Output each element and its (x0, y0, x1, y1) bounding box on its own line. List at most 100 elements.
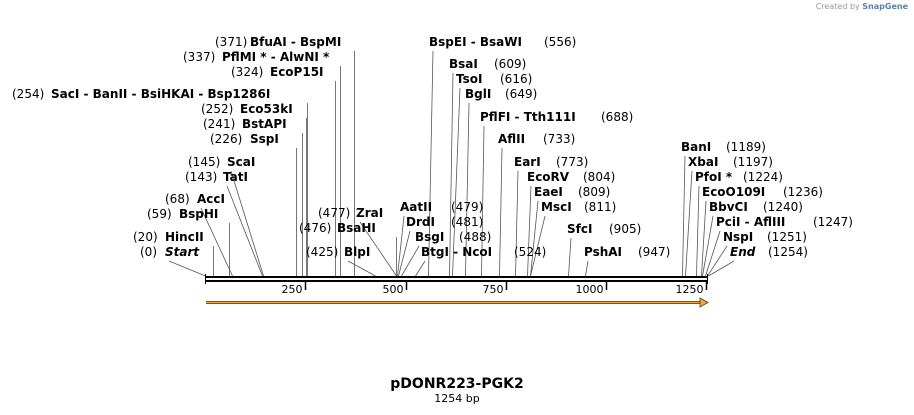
feature-position-4: (143) (185, 170, 217, 184)
ruler-ticks: 250 500 750 1000 1250 (282, 281, 708, 296)
feature-position-23: (649) (505, 87, 537, 101)
feature-name-6: SspI (250, 132, 279, 146)
feature-name-12: BfuAI - BspMI (250, 35, 341, 49)
feature-name-10: EcoP15I (270, 65, 324, 79)
feature-leader-3 (200, 207, 233, 277)
feature-leader-20 (428, 50, 434, 277)
orf-arrowhead (699, 297, 709, 308)
feature-position-26: (773) (556, 155, 588, 169)
feature-position-9: (254) (12, 87, 44, 101)
feature-position-39: (1254) (768, 245, 808, 259)
feature-position-21: (609) (494, 57, 526, 71)
feature-leader-30 (568, 237, 572, 277)
feature-leader-31 (585, 260, 589, 277)
feature-position-33: (1197) (733, 155, 773, 169)
feature-position-18: (488) (459, 230, 491, 244)
feature-position-38: (1251) (767, 230, 807, 244)
feature-position-1: (20) (133, 230, 158, 244)
feature-leader-24 (481, 125, 485, 277)
feature-leader-26 (515, 170, 519, 277)
feature-position-11: (337) (183, 50, 215, 64)
feature-name-8: Eco53kI (240, 102, 293, 116)
feature-position-31: (947) (638, 245, 670, 259)
feature-position-27: (804) (583, 170, 615, 184)
feature-position-2: (59) (147, 207, 172, 221)
feature-name-5: ScaI (227, 155, 255, 169)
feature-position-7: (241) (203, 117, 235, 131)
feature-name-30: SfcI (567, 222, 592, 236)
snapgene-credit: Created by SnapGene (816, 2, 908, 11)
feature-position-32: (1189) (726, 140, 766, 154)
feature-leader-35 (701, 200, 707, 277)
feature-name-3: AccI (197, 192, 225, 206)
feature-leader-28 (530, 200, 539, 277)
feature-name-31: PshAI (584, 245, 622, 259)
feature-name-27: EcoRV (527, 170, 570, 184)
map-length: 1254 bp (434, 392, 480, 405)
feature-position-30: (905) (609, 222, 641, 236)
feature-leader-27 (527, 185, 532, 277)
feature-position-36: (1240) (763, 200, 803, 214)
feature-position-14: (476) (299, 221, 331, 235)
feature-name-17: DrdI (406, 215, 435, 229)
feature-name-28: EaeI (534, 185, 563, 199)
feature-leader-19 (415, 260, 426, 277)
feature-name-32: BanI (681, 140, 711, 154)
feature-position-8: (252) (201, 102, 233, 116)
feature-name-37: PciI - AflIII (716, 215, 785, 229)
feature-name-36: BbvCI (709, 200, 748, 214)
snapgene-logo: SnapGene (862, 2, 908, 11)
feature-name-24: PflFI - Tth111I (480, 110, 576, 124)
feature-position-6: (226) (210, 132, 242, 146)
feature-leader-36 (702, 215, 714, 277)
feature-name-16: AatII (400, 200, 432, 214)
feature-position-35: (1236) (783, 185, 823, 199)
feature-name-0: Start (165, 245, 200, 259)
feature-leader-23 (465, 102, 470, 277)
feature-name-20: BspEI - BsaWI (429, 35, 522, 49)
feature-position-3: (68) (165, 192, 190, 206)
feature-position-20: (556) (544, 35, 576, 49)
ruler-tick-label-2: 750 (483, 283, 504, 296)
feature-name-14: BsaHI (337, 221, 376, 235)
credit-prefix: Created by (815, 2, 860, 11)
feature-position-5: (145) (188, 155, 220, 169)
feature-position-0: (0) (140, 245, 157, 259)
feature-position-25: (733) (543, 132, 575, 146)
feature-leader-15 (359, 221, 397, 277)
feature-leader-5 (230, 170, 264, 277)
map-title: pDONR223-PGK2 (390, 376, 524, 392)
feature-name-25: AflII (498, 132, 525, 146)
feature-position-24: (688) (601, 110, 633, 124)
feature-leader-4 (226, 185, 263, 277)
feature-position-10: (324) (231, 65, 263, 79)
feature-name-4: TatI (223, 170, 248, 184)
feature-leader-37 (705, 230, 721, 277)
feature-name-9: SacI - BanII - BsiHKAI - Bsp1286I (51, 87, 270, 101)
feature-labels: Start(0)HincII(20)BspHI(59)AccI(68)TatI(… (12, 35, 853, 259)
dna-backbone (205, 274, 708, 284)
feature-name-21: BsaI (449, 57, 478, 71)
feature-leader-17 (398, 230, 411, 277)
feature-position-12: (371) (215, 35, 247, 49)
feature-name-18: BsgI (415, 230, 444, 244)
feature-leader-33 (685, 170, 693, 277)
ruler-tick-label-3: 1000 (576, 283, 604, 296)
feature-name-2: BspHI (179, 207, 218, 221)
feature-name-38: NspI (723, 230, 753, 244)
feature-leader-21 (449, 72, 454, 277)
feature-name-29: MscI (541, 200, 572, 214)
feature-name-34: PfoI * (695, 170, 733, 184)
feature-position-17: (481) (451, 215, 483, 229)
feature-position-34: (1224) (743, 170, 783, 184)
feature-leader-32 (682, 155, 686, 277)
ruler-tick-label-4: 1250 (676, 283, 704, 296)
feature-name-19: BtgI - NcoI (421, 245, 492, 259)
feature-name-33: XbaI (688, 155, 718, 169)
feature-name-26: EarI (514, 155, 541, 169)
feature-leader-34 (696, 185, 700, 277)
feature-position-22: (616) (500, 72, 532, 86)
feature-name-7: BstAPI (242, 117, 287, 131)
feature-leader-16 (397, 215, 405, 277)
